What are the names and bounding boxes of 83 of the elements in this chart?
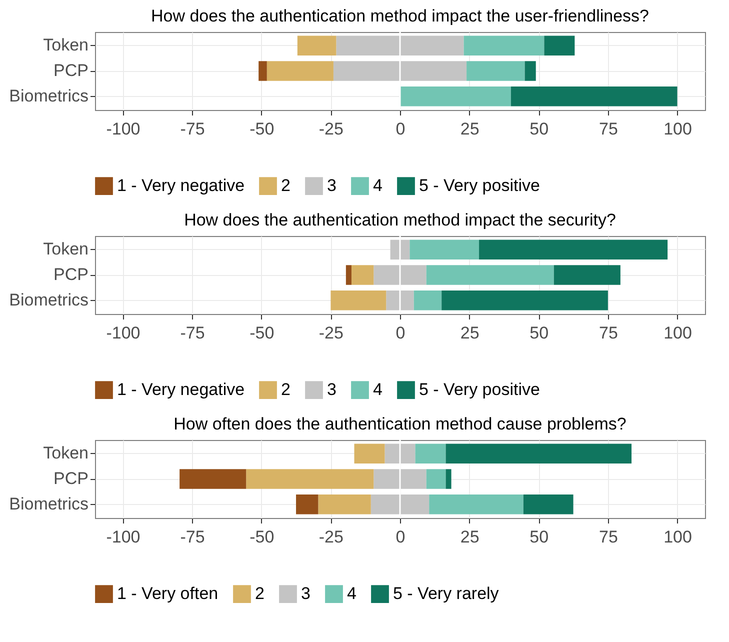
- bar: [246, 469, 374, 489]
- bar: [429, 494, 524, 514]
- x-tick-label: -100: [106, 324, 140, 342]
- y-tick-label: Token: [43, 36, 88, 55]
- bar: [414, 290, 442, 310]
- bar: [400, 86, 511, 106]
- x-tick-label: 25: [460, 120, 480, 138]
- legend-label: 3: [327, 176, 336, 196]
- chart-title: How does the authentication method impact the security?: [184, 210, 616, 230]
- legend-label: 2: [281, 176, 290, 196]
- chart-title: How does the authentication method impact the user-friendliness?: [150, 6, 650, 26]
- bar: [296, 494, 318, 514]
- x-tick-label: -50: [250, 528, 274, 546]
- legend-label: 3: [301, 584, 310, 604]
- legend-label: 2: [281, 380, 290, 400]
- bar: [446, 469, 452, 489]
- x-tick-label: -50: [250, 324, 274, 342]
- bar: [446, 444, 632, 464]
- bar: [180, 469, 246, 489]
- legend-label: 1 - Very often: [117, 584, 218, 604]
- y-tick-label: PCP: [54, 61, 88, 80]
- x-tick-label: 50: [530, 324, 549, 342]
- bar: [426, 265, 554, 285]
- legend-label: 4: [347, 584, 356, 604]
- legend-label: 5 - Very rarely: [393, 584, 500, 604]
- legend-label: 5 - Very positive: [419, 380, 540, 400]
- x-tick-label: 50: [530, 120, 549, 138]
- x-tick-label: 75: [598, 528, 618, 546]
- x-tick-label: 100: [664, 528, 692, 546]
- bar: [354, 444, 385, 464]
- bar: [346, 265, 352, 285]
- y-tick-label: Token: [43, 240, 88, 259]
- legend-label: 2: [255, 584, 264, 604]
- x-tick-label: 50: [530, 528, 549, 546]
- x-tick-label: -75: [180, 324, 205, 342]
- x-tick-label: 75: [598, 120, 618, 138]
- y-tick-label: Token: [43, 444, 88, 463]
- x-tick-label: -100: [106, 528, 140, 546]
- bar: [544, 36, 575, 56]
- bar: [554, 265, 620, 285]
- legend-label: 1 - Very negative: [117, 176, 245, 196]
- x-tick-label: 0: [396, 324, 406, 342]
- legend-label: 3: [327, 380, 336, 400]
- bar: [351, 265, 374, 285]
- chart-title: How often does the authentication method cause problems?: [174, 414, 626, 434]
- y-tick-label: Biometrics: [9, 86, 88, 106]
- bar: [266, 61, 334, 81]
- x-tick-label: 100: [664, 324, 692, 342]
- bar: [466, 61, 525, 81]
- bar: [524, 61, 536, 81]
- bar: [464, 36, 544, 56]
- legend-label: 4: [373, 176, 382, 196]
- bar: [297, 36, 336, 56]
- x-tick-label: -75: [180, 528, 205, 546]
- y-tick-label: PCP: [54, 265, 88, 284]
- x-tick-label: -25: [318, 528, 344, 546]
- x-tick-label: -25: [318, 120, 344, 138]
- x-tick-label: 25: [460, 324, 480, 342]
- bar: [330, 290, 386, 310]
- bar: [258, 61, 267, 81]
- legend-label: 1 - Very negative: [117, 380, 245, 400]
- bar: [479, 240, 668, 260]
- x-tick-label: 75: [598, 324, 618, 342]
- x-tick-label: -25: [318, 324, 344, 342]
- bar: [510, 86, 678, 106]
- bar: [442, 290, 608, 310]
- x-tick-label: 0: [396, 528, 406, 546]
- x-tick-label: -100: [106, 120, 140, 138]
- bar: [415, 444, 446, 464]
- bar: [426, 469, 446, 489]
- x-tick-label: 25: [460, 528, 480, 546]
- legend-label: 4: [373, 380, 382, 400]
- y-tick-label: Biometrics: [9, 494, 88, 514]
- y-tick-label: Biometrics: [9, 290, 88, 310]
- x-tick-label: -50: [250, 120, 274, 138]
- x-tick-label: 100: [664, 120, 692, 138]
- x-tick-label: -75: [180, 120, 205, 138]
- bar: [318, 494, 371, 514]
- bar: [523, 494, 574, 514]
- bar: [410, 240, 480, 260]
- legend-label: 5 - Very positive: [419, 176, 540, 196]
- y-tick-label: PCP: [54, 469, 88, 488]
- x-tick-label: 0: [396, 120, 406, 138]
